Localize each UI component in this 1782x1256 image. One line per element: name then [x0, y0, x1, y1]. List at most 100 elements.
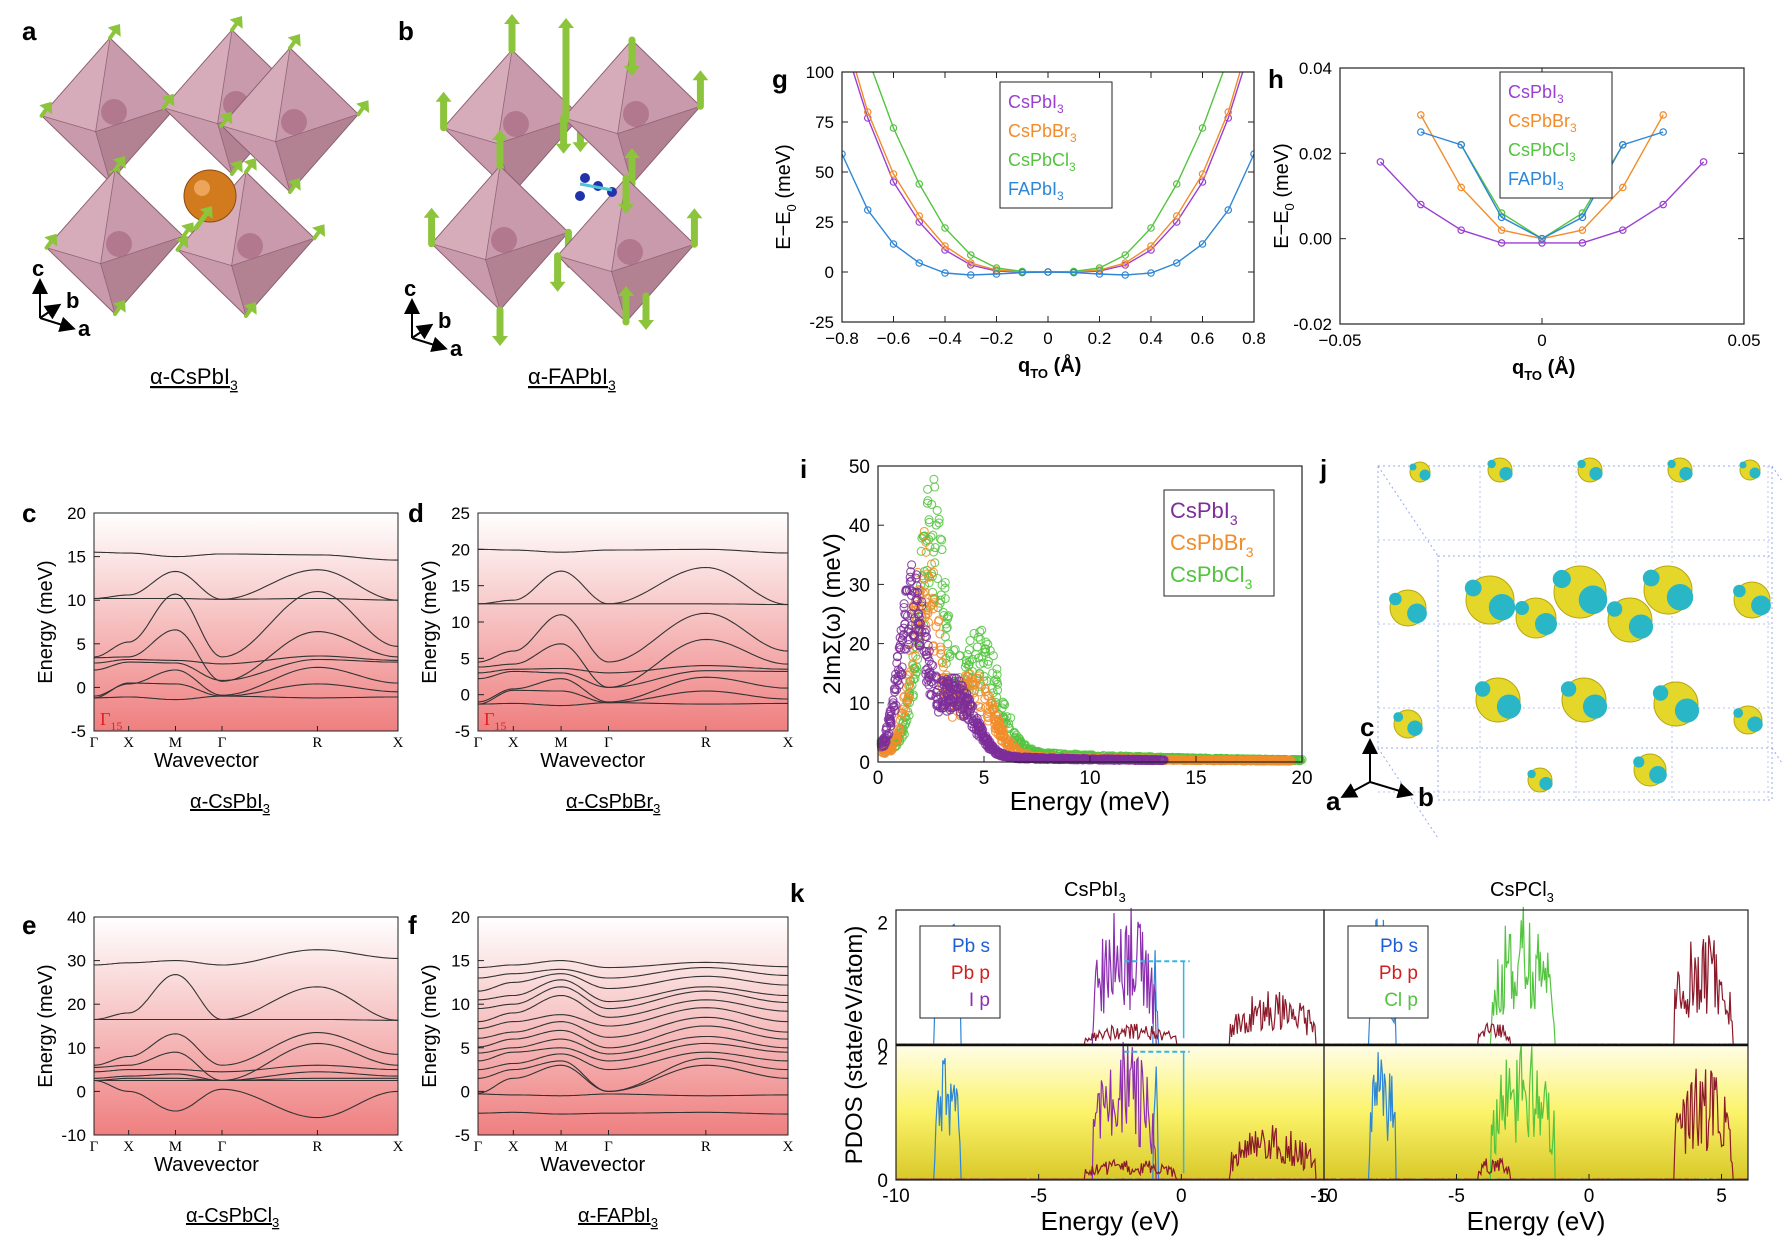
data-point — [934, 514, 944, 524]
data-point — [865, 55, 871, 61]
isosurface-lobe — [1747, 716, 1763, 732]
y-tick-label: 0 — [877, 1171, 888, 1192]
data-point — [956, 680, 966, 690]
data-point — [992, 664, 1002, 674]
arrow-head — [423, 207, 440, 218]
data-point — [888, 698, 898, 708]
data-point — [1417, 111, 1425, 119]
phonon-branch — [93, 658, 398, 681]
isosurface-lobe — [1733, 708, 1744, 718]
octahedron-face — [100, 235, 185, 315]
data-point — [1172, 180, 1181, 188]
data-point — [839, 33, 845, 39]
data-point — [972, 720, 983, 730]
data-point — [899, 692, 909, 702]
isosurface-lobe — [1606, 601, 1623, 617]
octahedron-face — [40, 36, 111, 133]
series-line — [1379, 161, 1705, 244]
octahedron-face — [442, 48, 513, 145]
data-point — [998, 697, 1008, 707]
kpoint-label: Γ — [604, 1139, 613, 1155]
isosurface-lobe — [1749, 467, 1761, 479]
data-point — [1039, 754, 1050, 764]
y-axis-label: E−E0 (meV) — [1271, 143, 1297, 249]
data-point — [927, 499, 937, 509]
y-axis-label: PDOS (state/eV/atom) — [841, 926, 868, 1165]
displacement-arrow — [288, 40, 297, 50]
data-point — [886, 718, 896, 728]
data-point — [1010, 743, 1020, 753]
subplot-title: CsPCl3 — [1490, 879, 1554, 905]
isosurface-lobe — [1578, 585, 1608, 615]
data-point — [921, 650, 931, 660]
data-point — [990, 724, 1000, 734]
data-point — [943, 678, 953, 688]
data-point — [992, 670, 1002, 680]
structure-csPbI3 — [39, 16, 370, 318]
y-tick-label: 25 — [815, 213, 834, 232]
data-point — [989, 704, 999, 714]
series-line — [842, 153, 1254, 276]
legend-entry: CsPbI3 — [1170, 498, 1238, 528]
kpoint-label: M — [554, 735, 567, 751]
data-point — [915, 259, 924, 267]
arrow-head — [558, 18, 574, 28]
x-tick-label: 0 — [1584, 1186, 1595, 1207]
y-tick-label: -5 — [455, 722, 470, 741]
data-point — [914, 641, 924, 651]
data-point — [899, 702, 910, 712]
y-tick-label: 15 — [67, 548, 86, 567]
data-point — [893, 671, 904, 681]
data-point — [1109, 755, 1119, 765]
data-point — [1214, 755, 1224, 765]
data-point — [904, 681, 914, 691]
x-tick-label: 0.4 — [1139, 329, 1163, 348]
kpoint-label: M — [554, 1139, 567, 1155]
kpoint-label: X — [393, 735, 404, 751]
data-point — [891, 735, 901, 746]
plot-background — [94, 917, 398, 1135]
data-point — [950, 644, 960, 655]
data-point — [899, 602, 909, 613]
data-point — [878, 741, 888, 751]
plot-frame — [93, 512, 399, 732]
data-point — [966, 251, 975, 259]
data-point — [908, 602, 919, 612]
legend-box — [1163, 489, 1275, 597]
data-point — [996, 729, 1006, 739]
data-point — [1170, 755, 1180, 765]
x-tick-label: 20 — [1291, 768, 1312, 789]
data-point — [924, 515, 934, 525]
phonon-branch — [478, 960, 788, 969]
y-tick-label: 5 — [77, 635, 86, 654]
arrow-head — [638, 320, 654, 330]
x-tick-label: −0.6 — [877, 329, 911, 348]
displacement-arrow — [244, 164, 253, 174]
data-point — [906, 590, 917, 600]
data-point — [942, 684, 952, 694]
data-point — [889, 178, 898, 186]
arrow-head — [356, 100, 370, 114]
data-point — [921, 632, 932, 642]
data-point — [1538, 234, 1546, 243]
data-point — [938, 662, 948, 672]
data-point — [943, 639, 953, 649]
data-point — [863, 206, 872, 214]
kpoint-label: R — [312, 1139, 322, 1155]
isosurface-lobe — [1751, 595, 1771, 616]
phonon-branch — [94, 695, 398, 701]
data-point — [981, 687, 991, 697]
octahedron-face — [275, 113, 360, 193]
y-tick-label: 0.00 — [1299, 230, 1332, 249]
data-point — [924, 680, 934, 690]
isosurface-lobe — [1496, 694, 1522, 719]
data-point — [882, 730, 892, 740]
data-point — [895, 667, 905, 677]
phonon-branch — [93, 949, 398, 966]
y-tick-label: -5 — [71, 722, 86, 741]
isosurface-lobe — [1649, 766, 1667, 784]
pb-atom — [237, 233, 263, 259]
phonon-branch — [478, 973, 788, 992]
data-point — [1172, 259, 1181, 267]
